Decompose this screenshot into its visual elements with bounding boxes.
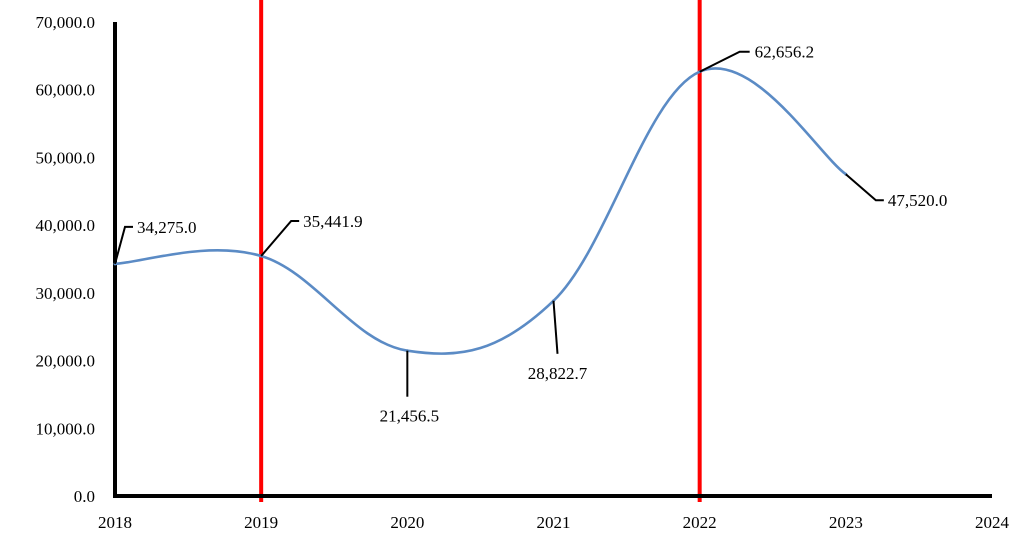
data-label-leader (260, 220, 300, 257)
labels: 34,275.0 35,441.9 21,456.5 28,822.7 62,656.2… (137, 43, 947, 426)
data-label: 21,456.5 (380, 407, 440, 426)
data-label: 34,275.0 (137, 218, 197, 237)
data-label: 28,822.7 (528, 364, 588, 383)
y-tick-label: 0.0 (74, 487, 95, 506)
label-leaders (114, 50, 884, 397)
x-tick-label: 2024 (975, 513, 1010, 532)
y-tick-label: 60,000.0 (36, 81, 96, 100)
y-tick-label: 30,000.0 (36, 284, 96, 303)
y-tick-label: 50,000.0 (36, 148, 96, 167)
x-tick-label: 2020 (390, 513, 424, 532)
y-tick-label: 70,000.0 (36, 13, 96, 32)
data-label-leader (845, 173, 884, 202)
x-tick-label: 2018 (98, 513, 132, 532)
series-line (113, 67, 848, 355)
x-tick-label: 2023 (829, 513, 863, 532)
data-label: 35,441.9 (303, 212, 363, 231)
x-tick-label: 2022 (683, 513, 717, 532)
data-label-leader (552, 300, 559, 354)
y-tick-label: 20,000.0 (36, 352, 96, 371)
data-label-leader (114, 225, 133, 265)
data-label-leader (699, 50, 750, 73)
data-label: 62,656.2 (755, 43, 815, 62)
reference-lines (259, 0, 702, 502)
axes: 0.0 10,000.0 20,000.0 30,000.0 40,000.0 50,00… (36, 13, 1010, 532)
x-tick-label: 2021 (537, 513, 571, 532)
series (113, 67, 848, 355)
x-tick-label: 2019 (244, 513, 278, 532)
data-label: 47,520.0 (888, 191, 948, 210)
y-tick-label: 40,000.0 (36, 216, 96, 235)
y-tick-label: 10,000.0 (36, 419, 96, 438)
